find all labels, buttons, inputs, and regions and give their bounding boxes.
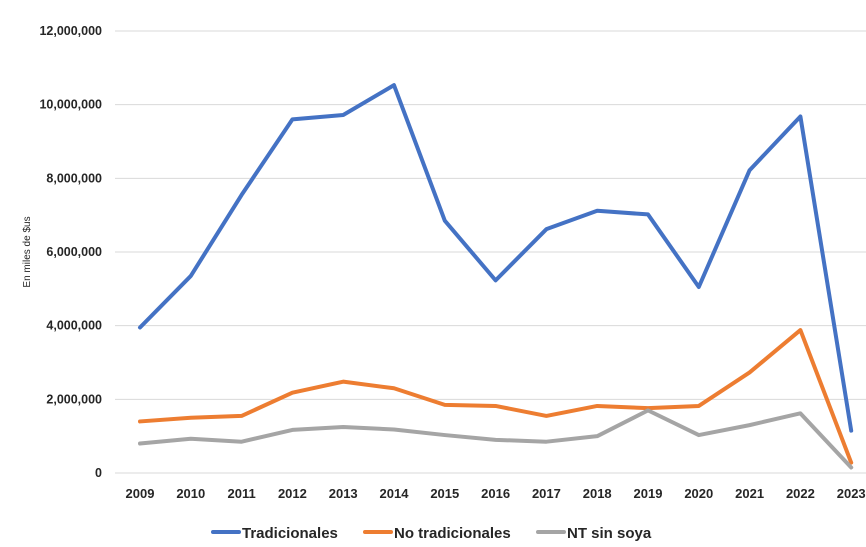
x-tick-label: 2010 — [176, 486, 205, 501]
y-axis-ticks: 0 2,000,000 4,000,000 6,000,000 8,000,000 10,… — [39, 24, 102, 480]
series-line-tradicionales — [138, 83, 854, 433]
x-tick-label: 2009 — [126, 486, 155, 501]
legend-label: Tradicionales — [242, 525, 338, 542]
x-tick-label: 2012 — [278, 486, 307, 501]
y-tick-label: 0 — [95, 466, 102, 480]
x-tick-label: 2019 — [634, 486, 663, 501]
legend-label: NT sin soya — [567, 525, 652, 542]
y-tick-label: 4,000,000 — [46, 319, 102, 333]
x-axis-ticks: 2009 2010 2011 2012 2013 2014 2015 2016 2017 2018… — [126, 486, 866, 501]
x-tick-label: 2014 — [380, 486, 410, 501]
gridlines — [115, 30, 866, 474]
x-tick-label: 2020 — [684, 486, 713, 501]
series-lines — [138, 83, 854, 470]
y-axis-label: En miles de $us — [22, 216, 33, 287]
x-tick-label: 2017 — [532, 486, 561, 501]
x-tick-label: 2021 — [735, 486, 764, 501]
x-tick-label: 2022 — [786, 486, 815, 501]
y-tick-label: 10,000,000 — [39, 98, 102, 112]
y-tick-label: 8,000,000 — [46, 171, 102, 185]
x-tick-label: 2011 — [227, 486, 255, 501]
x-tick-label: 2018 — [583, 486, 612, 501]
x-tick-label: 2015 — [430, 486, 459, 501]
y-tick-label: 2,000,000 — [46, 392, 102, 406]
x-tick-label: 2013 — [329, 486, 358, 501]
x-tick-label: 2016 — [481, 486, 510, 501]
series-line-no-tradicionales — [138, 328, 854, 465]
legend: Tradicionales No tradicionales NT sin soya — [211, 525, 652, 542]
legend-label: No tradicionales — [394, 525, 511, 542]
y-tick-label: 6,000,000 — [46, 245, 102, 259]
y-tick-label: 12,000,000 — [39, 24, 102, 38]
series-line-nt-sin-soya — [138, 408, 854, 470]
x-tick-label: 2023 — [837, 486, 866, 501]
